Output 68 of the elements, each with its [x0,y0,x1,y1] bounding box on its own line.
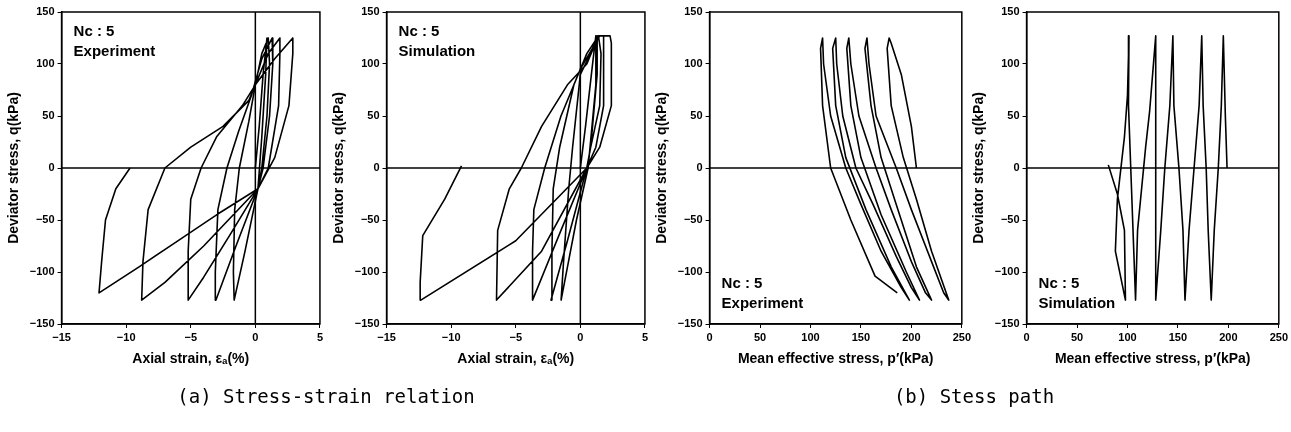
y-tick-label: 150 [361,5,380,18]
x-tick-label: −15 [377,330,396,343]
annotation: Nc : 5 [398,21,440,39]
y-tick-label: −50 [1000,213,1020,226]
y-tick-label: −100 [354,265,380,278]
y-tick-label: 50 [690,109,703,122]
x-axis-title: Mean effective stress, p′(kPa) [737,350,934,367]
y-tick-label: 150 [1001,5,1020,18]
x-tick-label: 150 [1168,330,1188,343]
x-tick-label: −10 [441,330,461,343]
x-tick-label: 200 [1219,330,1238,343]
x-tick-label: 50 [1070,330,1084,343]
x-tick-label: 0 [252,330,259,343]
y-tick-label: −150 [354,317,380,330]
y-tick-label: −50 [35,213,55,226]
y-tick-label: 0 [48,161,55,174]
y-tick-label: 100 [1001,57,1020,70]
y-tick-label: −150 [29,317,55,330]
y-tick-label: 50 [367,109,380,122]
y-tick-label: −150 [994,317,1020,330]
x-tick-label: 200 [902,330,921,343]
y-tick-label: 100 [36,57,55,70]
x-axis-title: Axial strain, εₐ(%) [457,350,575,367]
y-tick-label: −100 [677,265,703,278]
y-tick-label: 150 [36,5,55,18]
x-tick-label: −5 [184,330,198,343]
y-axis-title: Deviator stress, q(kPa) [970,92,987,244]
y-tick-label: −50 [683,213,703,226]
y-tick-label: −100 [994,265,1020,278]
text: (b) Stess path [892,385,1056,407]
x-tick-label: 5 [316,330,323,343]
x-tick-label: 100 [1118,330,1137,343]
y-axis-title: Deviator stress, q(kPa) [330,92,347,244]
annotation: Nc : 5 [721,273,763,291]
annotation: Experiment [73,41,156,59]
x-tick-label: −10 [116,330,136,343]
x-tick-label: 5 [641,330,648,343]
x-tick-label: 0 [706,330,713,343]
y-tick-label: 100 [684,57,703,70]
y-axis-title: Deviator stress, q(kPa) [653,92,670,244]
x-tick-label: 100 [801,330,820,343]
annotation: Simulation [1038,293,1116,311]
y-tick-label: 100 [361,57,380,70]
text: (a) Stress-strain relation [176,385,476,407]
y-axis-title: Deviator stress, q(kPa) [5,92,22,244]
x-tick-label: −5 [509,330,523,343]
x-tick-label: 250 [1269,330,1288,343]
annotation: Simulation [398,41,476,59]
y-tick-label: −100 [29,265,55,278]
y-tick-label: 0 [696,161,703,174]
annotation: Experiment [721,293,804,311]
y-tick-label: −50 [360,213,380,226]
y-tick-label: 150 [684,5,703,18]
annotation: Nc : 5 [1038,273,1080,291]
annotation: Nc : 5 [73,21,115,39]
y-tick-label: 50 [1007,109,1020,122]
y-tick-label: 0 [373,161,380,174]
y-tick-label: 50 [42,109,55,122]
x-tick-label: −15 [52,330,71,343]
y-tick-label: 0 [1013,161,1020,174]
x-tick-label: 0 [1023,330,1030,343]
x-tick-label: 50 [753,330,767,343]
x-axis-title: Axial strain, εₐ(%) [132,350,250,367]
x-tick-label: 250 [952,330,971,343]
x-tick-label: 0 [577,330,584,343]
x-axis-title: Mean effective stress, p′(kPa) [1054,350,1251,367]
x-tick-label: 150 [851,330,871,343]
y-tick-label: −150 [677,317,703,330]
